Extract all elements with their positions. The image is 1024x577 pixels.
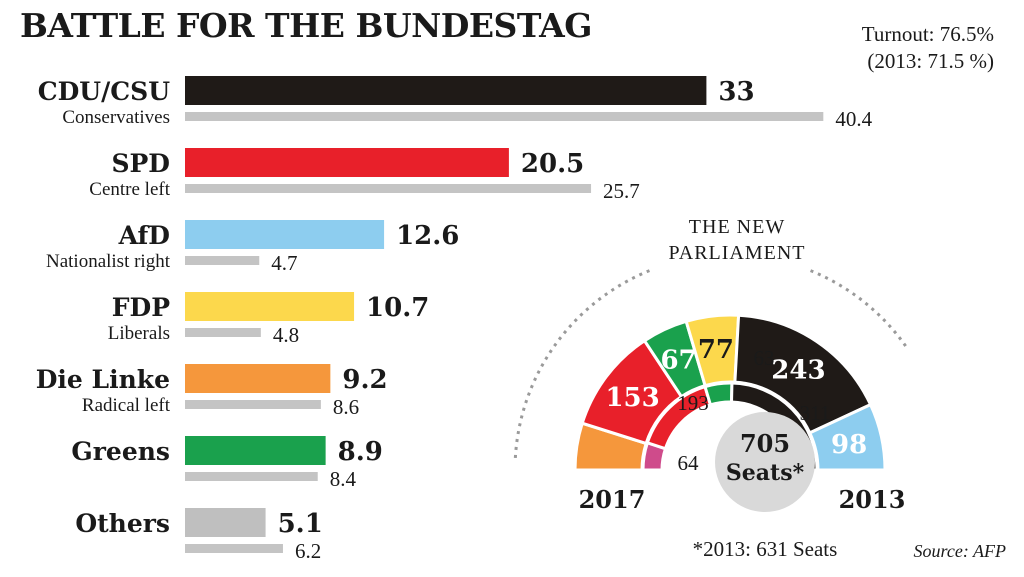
value-label-2017-afd: 12.6	[396, 221, 459, 251]
bar-2013-cdu-csu	[185, 112, 824, 121]
value-label-2017-fdp: 10.7	[366, 293, 429, 323]
value-label-2013-others: 6.2	[295, 539, 321, 563]
party-subtitle-cdu-csu: Conservatives	[62, 107, 170, 128]
party-label-fdp: FDP	[112, 293, 170, 322]
party-label-others: Others	[75, 509, 170, 538]
bar-2017-spd	[185, 148, 509, 177]
chart-title: BATTLE FOR THE BUNDESTAG	[20, 6, 592, 45]
total-seats-value: 705	[740, 429, 790, 458]
parliament-footnote: *2013: 631 Seats	[693, 537, 838, 561]
party-subtitle-die-linke: Radical left	[82, 395, 171, 416]
parliament-title-line-1: THE NEW	[689, 216, 785, 238]
bar-2017-others	[185, 508, 266, 537]
bar-2017-die-linke	[185, 364, 331, 393]
value-label-2017-spd: 20.5	[521, 149, 584, 179]
party-label-cdu-csu: CDU/CSU	[38, 77, 170, 106]
ring-label-2013: 2013	[839, 485, 906, 514]
party-subtitle-spd: Centre left	[89, 179, 170, 200]
bar-2013-die-linke	[185, 400, 321, 409]
seats-2013-segment-greens	[703, 381, 734, 407]
seats-2017-label-greens: 67	[660, 346, 696, 376]
parliament-outline-left	[513, 269, 651, 463]
seats-2017-label-fdp: 77	[698, 335, 734, 365]
parliament-title-line-2: PARLIAMENT	[668, 242, 805, 264]
value-label-2017-others: 5.1	[278, 509, 323, 539]
turnout-2013-label: (2013: 71.5 %)	[867, 49, 994, 73]
parliament-outline-right	[809, 269, 908, 348]
party-label-afd: AfD	[118, 221, 170, 250]
seats-2013-label-greens: 63	[754, 346, 775, 370]
value-label-2013-greens: 8.4	[330, 467, 357, 491]
value-label-2017-cdu-csu: 33	[718, 77, 754, 107]
seats-2017-label-cdu-csu: 243	[771, 355, 825, 385]
bar-2013-afd	[185, 256, 260, 265]
value-label-2013-spd: 25.7	[603, 179, 640, 203]
value-label-2017-die-linke: 9.2	[342, 365, 387, 395]
seats-2013-label-spd: 193	[677, 391, 709, 415]
seats-2017-label-afd: 98	[831, 430, 867, 460]
bar-2013-spd	[185, 184, 592, 193]
turnout-label: Turnout: 76.5%	[861, 22, 994, 46]
total-seats-sub: Seats*	[726, 460, 805, 486]
total-seats-disk	[715, 412, 815, 512]
bar-2017-greens	[185, 436, 326, 465]
bar-2013-greens	[185, 472, 318, 481]
bar-2017-afd	[185, 220, 385, 249]
party-label-greens: Greens	[71, 437, 170, 466]
seats-2017-label-spd: 153	[605, 383, 659, 413]
party-label-die-linke: Die Linke	[36, 365, 170, 394]
value-label-2013-afd: 4.7	[271, 251, 297, 275]
bar-2013-fdp	[185, 328, 261, 337]
bar-2017-fdp	[185, 292, 355, 321]
ring-label-2017: 2017	[579, 485, 646, 514]
party-subtitle-fdp: Liberals	[108, 323, 170, 344]
seats-2013-label-cdu-csu: 311	[800, 401, 831, 425]
value-label-2013-die-linke: 8.6	[333, 395, 359, 419]
seats-2013-label-die-linke: 64	[678, 451, 700, 475]
value-label-2013-cdu-csu: 40.4	[835, 107, 872, 131]
source-label: Source: AFP	[913, 541, 1006, 561]
bar-2017-cdu-csu	[185, 76, 707, 105]
bar-2013-others	[185, 544, 283, 553]
party-label-spd: SPD	[111, 149, 170, 178]
value-label-2013-fdp: 4.8	[273, 323, 299, 347]
value-label-2017-greens: 8.9	[338, 437, 383, 467]
party-subtitle-afd: Nationalist right	[46, 251, 171, 272]
